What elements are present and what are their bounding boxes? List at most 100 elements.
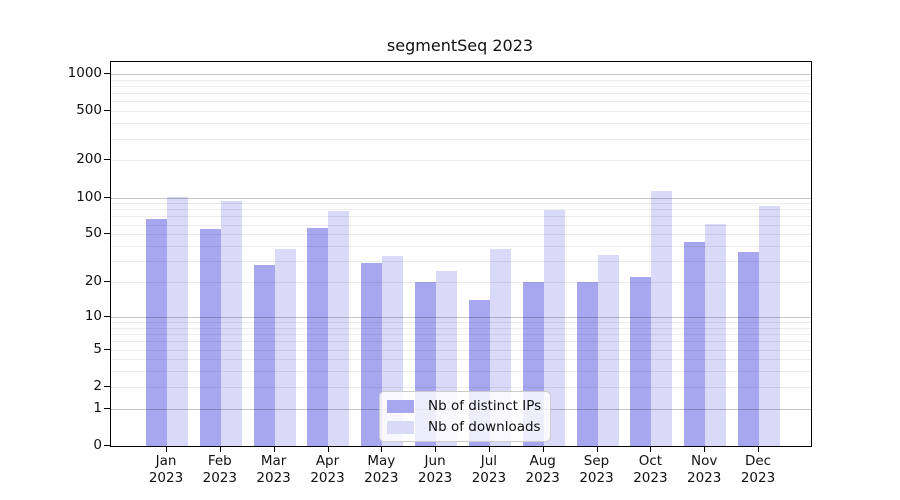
- bar-sep-downloads: [597, 254, 619, 446]
- x-tick-label-jul: Jul 2023: [471, 453, 507, 486]
- y-tick-1000: [104, 72, 110, 74]
- gridline-minor-300: [111, 138, 811, 140]
- gridline-minor-3: [111, 371, 811, 373]
- legend-label-distinct-ips: Nb of distinct IPs: [428, 398, 542, 414]
- bar-sep-ips: [576, 282, 598, 446]
- y-tick-2: [104, 385, 110, 387]
- x-tick-label-mar: Mar 2023: [256, 453, 291, 486]
- x-tick-apr: [327, 447, 329, 452]
- x-tick-oct: [650, 447, 652, 452]
- y-tick-label-0: 0: [93, 437, 102, 453]
- x-tick-dec: [758, 447, 759, 452]
- y-tick-label-50: 50: [84, 225, 102, 242]
- gridline-minor-7: [111, 334, 811, 335]
- gridline-minor-500: [111, 111, 811, 113]
- bar-may-ips: [361, 262, 383, 446]
- y-tick-50: [104, 233, 110, 235]
- y-tick-label-1000: 1000: [67, 64, 102, 81]
- plot-area: Nb of distinct IPs Nb of downloads: [110, 61, 812, 447]
- gridline-minor-200: [111, 160, 811, 162]
- x-tick-mar: [273, 447, 275, 452]
- x-tick-jun: [435, 447, 437, 452]
- x-tick-aug: [542, 447, 544, 452]
- gridline-minor-60: [111, 224, 811, 226]
- gridline-major-1000: [111, 73, 811, 75]
- y-tick-label-1: 1: [93, 399, 102, 416]
- y-tick-200: [104, 159, 110, 161]
- bar-mar-downloads: [274, 248, 296, 446]
- x-tick-label-jun: Jun 2023: [417, 453, 453, 486]
- x-tick-label-aug: Aug 2023: [525, 453, 560, 486]
- bar-apr-downloads: [328, 211, 350, 446]
- bar-aug-downloads: [543, 210, 565, 446]
- x-tick-label-nov: Nov 2023: [687, 453, 722, 486]
- y-tick-label-500: 500: [76, 102, 102, 119]
- gridline-minor-8: [111, 327, 811, 329]
- x-tick-jul: [488, 447, 490, 452]
- gridline-major-10: [111, 316, 811, 318]
- legend-row-downloads: Nb of downloads: [387, 418, 541, 436]
- bar-dec-ips: [738, 251, 759, 446]
- gridline-minor-2: [111, 386, 811, 388]
- y-tick-label-2: 2: [93, 377, 102, 394]
- legend-swatch-distinct-ips: [387, 399, 414, 413]
- y-tick-label-5: 5: [93, 340, 102, 357]
- bar-jan-downloads: [167, 196, 188, 446]
- y-tick-label-10: 10: [84, 307, 102, 324]
- x-tick-label-feb: Feb 2023: [202, 453, 237, 486]
- gridline-minor-70: [111, 216, 811, 218]
- gridline-minor-9: [111, 322, 811, 323]
- gridline-minor-20: [111, 282, 811, 283]
- x-tick-label-apr: Apr 2023: [310, 453, 345, 486]
- gridline-minor-5: [111, 349, 811, 351]
- x-tick-label-oct: Oct 2023: [633, 453, 668, 486]
- bar-mar-ips: [253, 264, 275, 446]
- y-tick-label-100: 100: [76, 188, 102, 205]
- x-tick-feb: [219, 447, 221, 452]
- y-tick-1: [104, 407, 110, 409]
- y-tick-5: [104, 348, 110, 350]
- bar-dec-downloads: [759, 206, 780, 446]
- legend-swatch-downloads: [387, 420, 414, 434]
- gridline-minor-900: [111, 79, 811, 81]
- x-tick-sep: [596, 447, 598, 452]
- gridline-minor-90: [111, 203, 811, 205]
- y-tick-20: [104, 281, 110, 282]
- x-tick-nov: [704, 447, 706, 452]
- y-tick-10: [104, 315, 110, 317]
- bar-oct-downloads: [651, 190, 673, 446]
- x-tick-label-dec: Dec 2023: [740, 453, 776, 486]
- gridline-minor-400: [111, 123, 811, 125]
- x-tick-label-sep: Sep 2023: [579, 453, 614, 486]
- x-tick-may: [381, 447, 383, 452]
- bar-apr-ips: [307, 228, 329, 446]
- x-tick-label-may: May 2023: [364, 453, 399, 486]
- legend-row-distinct-ips: Nb of distinct IPs: [387, 397, 541, 415]
- legend-label-downloads: Nb of downloads: [428, 419, 541, 435]
- y-tick-100: [104, 196, 110, 198]
- y-tick-500: [104, 110, 110, 112]
- gridline-minor-40: [111, 246, 811, 247]
- chart-title: segmentSeq 2023: [386, 36, 534, 55]
- y-tick-label-20: 20: [84, 273, 102, 289]
- gridline-minor-50: [111, 234, 811, 236]
- bar-jan-ips: [146, 218, 167, 446]
- bar-feb-downloads: [220, 201, 242, 446]
- gridline-minor-30: [111, 261, 811, 263]
- gridline-minor-4: [111, 359, 811, 361]
- gridline-minor-600: [111, 101, 811, 103]
- legend: Nb of distinct IPs Nb of downloads: [379, 391, 552, 442]
- y-tick-label-200: 200: [76, 151, 102, 168]
- x-tick-label-jan: Jan 2023: [148, 453, 184, 486]
- bar-nov-downloads: [705, 223, 727, 446]
- gridline-minor-80: [111, 209, 811, 211]
- bar-feb-ips: [199, 229, 221, 446]
- gridline-major-100: [111, 197, 811, 199]
- gridline-minor-700: [111, 93, 811, 95]
- gridline-minor-6: [111, 341, 811, 343]
- gridline-minor-800: [111, 85, 811, 87]
- bar-nov-ips: [684, 242, 706, 446]
- y-tick-0: [104, 445, 110, 446]
- x-tick-jan: [166, 447, 167, 452]
